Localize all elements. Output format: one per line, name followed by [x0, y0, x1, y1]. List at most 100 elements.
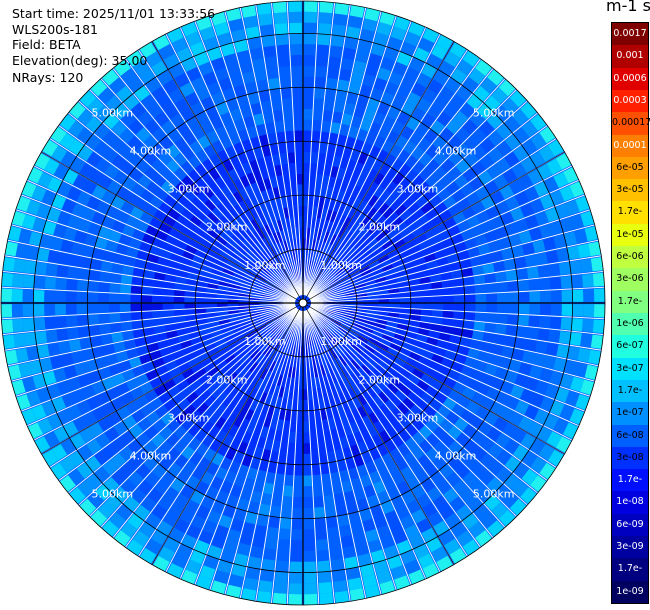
ray-gate: [323, 396, 331, 409]
ray-gate: [394, 575, 411, 590]
ray-gate: [340, 276, 351, 284]
ray-gate: [487, 353, 501, 366]
ray-gate: [265, 122, 276, 135]
ray-gate: [245, 327, 257, 336]
ray-gate: [281, 319, 290, 329]
ray-gate: [288, 273, 295, 284]
ray-gate: [266, 188, 275, 201]
ray-gate: [211, 207, 224, 219]
ray-gate: [479, 469, 495, 486]
ray-gate: [57, 380, 72, 395]
ray-gate: [159, 166, 173, 180]
ray-gate: [173, 289, 185, 297]
ray-gate: [212, 356, 225, 367]
ray-gate: [109, 283, 121, 293]
ray-gate: [217, 443, 229, 457]
ray-gate: [333, 224, 342, 236]
ray-gate: [123, 496, 140, 512]
ray-gate: [245, 511, 258, 525]
ray-separator: [309, 125, 548, 299]
ray-gate: [396, 480, 411, 495]
ray-gate: [195, 16, 212, 31]
ray-gate: [348, 467, 359, 480]
ray-gate: [366, 387, 378, 399]
ray-gate: [403, 260, 416, 270]
ray-gate: [333, 289, 345, 295]
ray-gate: [120, 111, 137, 127]
ray-gate: [433, 166, 447, 180]
ray-gate: [144, 261, 157, 272]
ray-gate: [443, 377, 457, 389]
ray-separator: [7, 304, 296, 367]
ray-gate: [46, 207, 61, 223]
ray-gate: [44, 290, 56, 303]
ray-gate: [342, 377, 352, 390]
ray-gate: [260, 226, 269, 238]
ray-separator: [310, 303, 602, 351]
ray-gate: [216, 307, 228, 312]
ray-gate: [34, 261, 48, 275]
ray-gate: [178, 263, 191, 272]
ray-gate: [321, 286, 332, 294]
ray-gate: [42, 139, 59, 157]
ray-gate: [345, 309, 357, 315]
ray-gate: [480, 253, 493, 265]
ray-gate: [195, 415, 208, 429]
ray-gate: [410, 189, 423, 202]
ray-gate: [351, 408, 362, 422]
ray-gate: [275, 120, 285, 133]
ray-gate: [332, 155, 342, 168]
ray-gate: [391, 120, 405, 135]
ray-gate: [360, 28, 375, 43]
ray-gate: [241, 280, 253, 287]
ray-gate: [141, 311, 153, 320]
ray-gate: [387, 485, 401, 500]
ray-gate: [276, 549, 290, 562]
ray-gate: [359, 350, 370, 361]
ray-gate: [275, 314, 286, 322]
ray-gate: [373, 457, 386, 471]
ray-gate: [237, 498, 250, 512]
ray-gate: [416, 214, 430, 227]
ray-gate: [350, 359, 361, 370]
ray-gate: [344, 312, 356, 317]
ray-gate: [256, 273, 267, 282]
ray-gate: [44, 158, 60, 175]
ray-gate: [339, 469, 350, 483]
ray-gate: [444, 350, 457, 361]
ray-gate: [195, 575, 212, 590]
ray-gate: [149, 350, 162, 361]
ray-gate: [303, 98, 313, 110]
ray-gate: [92, 185, 107, 200]
ray-gate: [182, 250, 195, 261]
ray-gate: [387, 382, 399, 395]
ray-gate: [254, 377, 264, 390]
ray-gate: [373, 514, 388, 529]
ray-gate: [249, 348, 260, 359]
ray-gate: [333, 200, 342, 213]
ray-gate: [239, 314, 251, 320]
ray-gate: [546, 158, 562, 175]
ray-gate: [217, 32, 233, 47]
ray-gate: [238, 393, 249, 406]
ray-gate: [402, 232, 415, 244]
start-time-label: Start time: 2025/11/01 13:33:56: [12, 6, 216, 21]
ray-gate: [285, 332, 292, 344]
ray-gate: [375, 231, 387, 242]
ray-gate: [76, 315, 89, 326]
ray-gate: [155, 230, 169, 242]
ray-gate: [504, 473, 521, 490]
ray-gate: [187, 238, 201, 249]
ray-gate: [487, 520, 505, 537]
ray-gate: [299, 356, 303, 368]
ray-gate: [228, 313, 240, 319]
ray-gate: [438, 504, 455, 520]
ray-gate: [418, 239, 431, 250]
ray-gate: [131, 320, 144, 330]
ray-gate: [303, 529, 315, 541]
ray-separator: [89, 89, 298, 298]
ray-gate: [261, 267, 271, 276]
ray-gate: [397, 402, 410, 415]
ray-gate: [98, 303, 110, 313]
ray-gate: [227, 357, 239, 368]
